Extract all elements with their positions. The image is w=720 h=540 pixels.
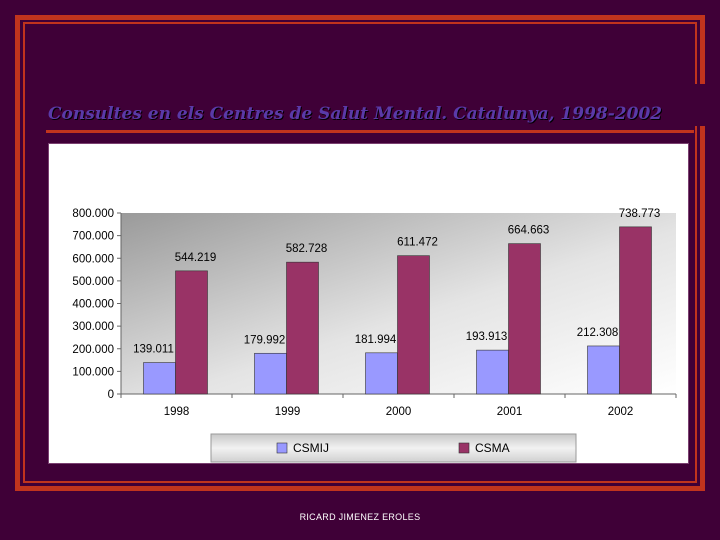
- data-label-csmij-1999: 179.992: [244, 334, 286, 346]
- legend-label-csmij: CSMIJ: [293, 441, 329, 455]
- data-label-csma-2000: 611.472: [397, 237, 438, 249]
- x-tick-label-2001: 2001: [497, 406, 523, 418]
- y-tick-label: 800.000: [72, 208, 114, 220]
- legend-swatch-csma: [458, 442, 470, 454]
- bar-csma-2002: [619, 226, 652, 395]
- data-label-csmij-2001: 193.913: [466, 331, 508, 343]
- x-tick-label-1999: 1999: [275, 406, 301, 418]
- chart-panel: 0 100.000 200.000 300.000 400.000 500.000 600.…: [48, 143, 689, 464]
- x-tick-label-2000: 2000: [386, 406, 412, 418]
- y-tick-label: 300.000: [72, 321, 114, 333]
- data-label-csmij-2002: 212.308: [577, 327, 619, 339]
- bar-csmij-2001: [476, 349, 509, 395]
- y-tick-label: 500.000: [72, 276, 114, 288]
- bar-csma-1999: [286, 261, 319, 395]
- slide-title: Consultes en els Centres de Salut Mental…: [48, 104, 663, 124]
- y-tick-label: 100.000: [72, 366, 114, 378]
- legend-box: [210, 433, 577, 463]
- data-label-csma-2001: 664.663: [508, 225, 550, 237]
- bar-csmij-2000: [365, 352, 398, 395]
- outer-frame: [15, 15, 705, 491]
- footer-author: RICARD JIMENEZ EROLES: [299, 512, 421, 522]
- bar-csmij-1998: [143, 362, 176, 395]
- bar-csma-2001: [508, 243, 541, 395]
- data-label-csmij-2000: 181.994: [355, 334, 397, 346]
- y-tick-label: 200.000: [72, 344, 114, 356]
- legend-swatch-csmij: [276, 442, 288, 454]
- bar-chart: 0 100.000 200.000 300.000 400.000 500.000 600.…: [72, 208, 677, 463]
- data-label-csma-1999: 582.728: [286, 243, 328, 255]
- bar-csmij-1999: [254, 352, 287, 395]
- title-rule: [46, 130, 694, 133]
- inner-frame: [23, 22, 697, 483]
- bar-csma-1998: [175, 270, 208, 395]
- bar-csmij-2002: [587, 345, 620, 395]
- bar-csma-2000: [397, 255, 430, 395]
- y-tick-label: 400.000: [72, 299, 114, 311]
- y-tick-label: 0: [108, 389, 114, 401]
- data-label-csmij-1998: 139.011: [133, 344, 174, 356]
- y-tick-label: 600.000: [72, 253, 114, 265]
- data-label-csma-1998: 544.219: [175, 252, 217, 264]
- title-band: [44, 84, 705, 126]
- y-tick-label: 700.000: [72, 231, 114, 243]
- data-label-csma-2002: 738.773: [619, 208, 661, 220]
- x-tick-label-1998: 1998: [164, 406, 190, 418]
- legend-label-csma: CSMA: [475, 441, 510, 455]
- x-tick-label-2002: 2002: [608, 406, 634, 418]
